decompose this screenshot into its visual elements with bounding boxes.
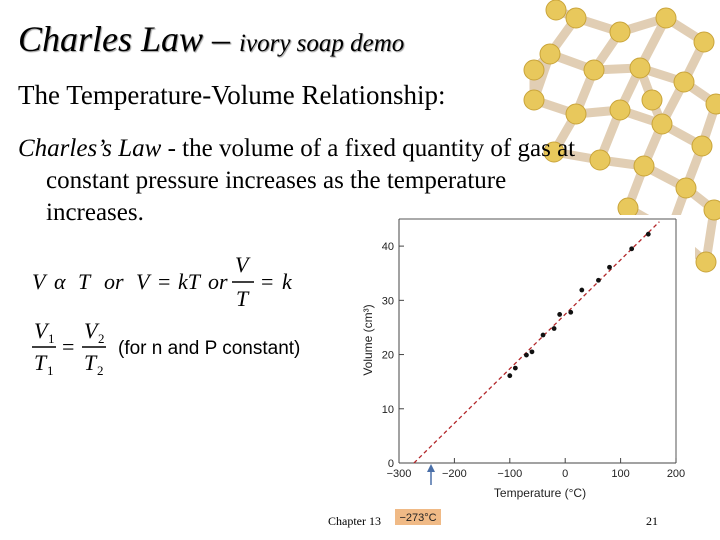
molecule-atom xyxy=(565,7,587,29)
molecule-atom xyxy=(633,155,655,177)
chart-x-tick-label: 0 xyxy=(562,468,568,480)
slide-title: Charles Law – ivory soap demo xyxy=(18,18,404,60)
eq1-alpha: α xyxy=(54,269,66,294)
molecule-atom xyxy=(651,113,673,135)
eq1-fraction-numerator: V xyxy=(235,252,251,277)
molecule-atom xyxy=(695,251,717,273)
eq1-fraction-denominator: T xyxy=(236,286,250,311)
title-sub: ivory soap demo xyxy=(239,30,405,57)
chart-data-point xyxy=(596,277,601,283)
molecule-atom xyxy=(545,0,567,21)
molecule-atom xyxy=(539,43,561,65)
title-main: Charles Law – xyxy=(18,19,240,59)
chart-y-tick-label: 0 xyxy=(388,458,394,470)
eq2-v1-subscript: 1 xyxy=(48,331,55,346)
molecule-atom xyxy=(609,99,631,121)
chart-annotation-box xyxy=(395,509,441,525)
eq1-t: T xyxy=(78,269,92,294)
chart-annotation-label: −273°C xyxy=(399,512,436,524)
molecule-atom xyxy=(583,59,605,81)
chart-x-tick-label: −100 xyxy=(497,468,522,480)
eq1-or-2: or xyxy=(208,269,228,294)
chart-y-label: Volume (cm³) xyxy=(361,304,375,375)
eq2-t2: T xyxy=(84,350,98,375)
footer-chapter: Chapter 13 xyxy=(328,514,381,528)
eq2-condition-note: (for n and P constant) xyxy=(118,338,300,359)
chart-y-tick-label: 10 xyxy=(382,404,394,416)
chart-data-point xyxy=(557,312,563,317)
chart-data-point xyxy=(551,326,557,331)
slide-subtitle: The Temperature-Volume Relationship: xyxy=(18,80,446,110)
law-line-3: increases. xyxy=(46,199,144,226)
proportionality-equation: V α T or V = kT or V T = k xyxy=(32,252,293,311)
law-name: Charles’s Law xyxy=(18,135,162,162)
eq2-t1: T xyxy=(34,350,48,375)
molecule-atom xyxy=(703,199,720,221)
chart-x-tick-label: −200 xyxy=(442,468,467,480)
eq1-equals: = xyxy=(158,269,170,294)
law-line-1-text: - the volume of a fixed quantity of gas … xyxy=(161,135,576,162)
eq2-v2: V xyxy=(84,318,100,343)
eq1-equals-2: = xyxy=(261,269,273,294)
buckyball-decoration xyxy=(523,0,720,273)
molecule-atom xyxy=(693,31,715,53)
eq2-equals: = xyxy=(62,334,74,359)
eq1-or-1: or xyxy=(104,269,124,294)
chart-y-tick-label: 40 xyxy=(382,241,394,253)
chart-data-point xyxy=(507,373,513,379)
molecule-atom xyxy=(675,177,697,199)
molecule-atom xyxy=(641,89,663,111)
chart-x-tick-label: 100 xyxy=(611,468,629,480)
chart-data-point xyxy=(645,231,651,237)
eq1-kt: kT xyxy=(178,269,202,294)
eq2-v1: V xyxy=(34,318,50,343)
eq2-v2-subscript: 2 xyxy=(98,331,105,346)
chart-x-label: Temperature (°C) xyxy=(494,486,586,500)
chart-data-point xyxy=(629,246,635,252)
molecule-atom xyxy=(543,141,565,163)
chart-annotation-arrowhead xyxy=(427,464,435,472)
molecule-atom xyxy=(629,57,651,79)
chart-data-point xyxy=(607,264,612,270)
eq2-t1-subscript: 1 xyxy=(47,363,54,378)
eq1-v: V xyxy=(32,269,48,294)
law-line-1: Charles’s Law - the volume of a fixed qu… xyxy=(18,133,690,165)
chart-data-point xyxy=(524,352,529,358)
molecule-atom xyxy=(655,7,677,29)
eq1-k: k xyxy=(282,269,293,294)
chart-y-tick-label: 20 xyxy=(382,350,394,362)
chart-y-tick-label: 30 xyxy=(382,295,394,307)
volume-temperature-chart: 0 10 20 30 40 −300 −200 −100 0 100 200 Temperatur… xyxy=(355,215,695,527)
chart-x-tick-label: −300 xyxy=(387,468,412,480)
molecule-atom xyxy=(565,103,587,125)
page-number: 21 xyxy=(646,514,658,528)
molecule-atom xyxy=(523,59,545,81)
chart-data-point xyxy=(529,349,535,355)
charles-law-ratio-equation: V 1 T 1 = V 2 T 2 (for n and P constant) xyxy=(32,318,300,378)
chart-fit-line xyxy=(413,221,660,464)
molecule-atom xyxy=(609,21,631,43)
eq1-v-2: V xyxy=(136,269,152,294)
molecule-atom xyxy=(691,135,713,157)
chart-data-point xyxy=(568,309,574,315)
chart-data-point xyxy=(579,287,585,293)
molecule-atom xyxy=(705,93,720,115)
molecule-atom xyxy=(589,149,611,171)
molecule-atom xyxy=(523,89,545,111)
chart-data-point xyxy=(540,332,546,338)
chart-data-point xyxy=(512,365,518,371)
law-line-2: constant pressure increases as the tempe… xyxy=(46,167,507,194)
molecule-atom xyxy=(673,71,695,93)
chart-x-tick-label: 200 xyxy=(667,468,685,480)
law-definition: Charles’s Law - the volume of a fixed qu… xyxy=(18,133,690,229)
eq2-t2-subscript: 2 xyxy=(97,363,104,378)
